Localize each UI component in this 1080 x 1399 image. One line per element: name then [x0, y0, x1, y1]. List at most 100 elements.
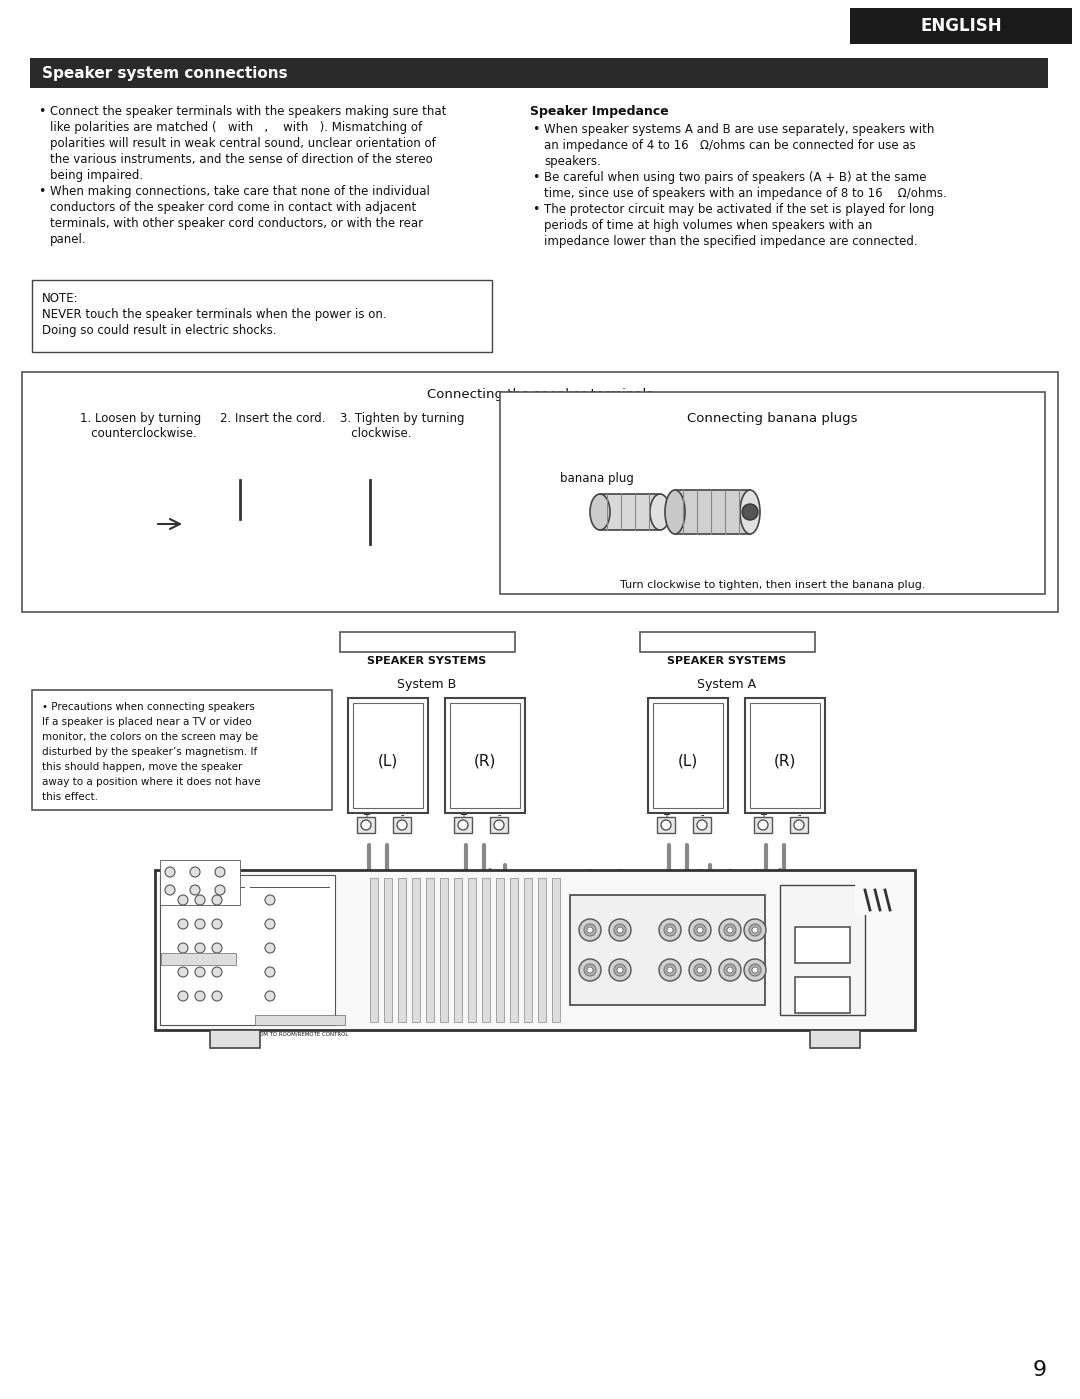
Circle shape: [458, 820, 468, 830]
Bar: [161, 953, 237, 965]
Bar: [357, 817, 375, 832]
Text: banana plug: banana plug: [561, 471, 634, 485]
Text: The protector circuit may be activated if the set is played for long: The protector circuit may be activated i…: [544, 203, 934, 215]
Text: SPEAKER SYSTEMS: SPEAKER SYSTEMS: [667, 656, 786, 666]
FancyArrow shape: [292, 513, 328, 534]
Text: ENGLISH: ENGLISH: [920, 17, 1002, 35]
Bar: [648, 698, 728, 813]
Text: an impedance of 4 to 16   Ω/ohms can be connected for use as: an impedance of 4 to 16 Ω/ohms can be co…: [544, 139, 916, 152]
Circle shape: [165, 886, 175, 895]
Text: speakers.: speakers.: [544, 155, 600, 168]
Circle shape: [178, 919, 188, 929]
Circle shape: [265, 895, 275, 905]
Text: +: +: [459, 810, 467, 820]
Text: time, since use of speakers with an impedance of 8 to 16    Ω/ohms.: time, since use of speakers with an impe…: [544, 187, 947, 200]
Bar: [156, 870, 915, 1030]
Circle shape: [694, 923, 706, 936]
Text: this effect.: this effect.: [42, 792, 98, 802]
Text: -: -: [797, 810, 800, 820]
Text: 1. Loosen by turning: 1. Loosen by turning: [80, 411, 201, 425]
Text: AC 120V 60Hz: AC 120V 60Hz: [802, 902, 841, 908]
Text: +: +: [759, 810, 767, 820]
Circle shape: [588, 967, 593, 972]
Circle shape: [195, 990, 205, 1002]
Circle shape: [667, 928, 673, 933]
Bar: [538, 879, 546, 1023]
Circle shape: [724, 923, 735, 936]
Bar: [160, 874, 335, 1025]
Circle shape: [609, 919, 631, 942]
Bar: [850, 8, 1072, 43]
Bar: [810, 1030, 860, 1048]
Text: CDR/
TAPE: CDR/ TAPE: [232, 990, 247, 1002]
Circle shape: [265, 967, 275, 977]
Circle shape: [109, 508, 121, 519]
Text: SPEAKER SYSTEMS: SPEAKER SYSTEMS: [367, 656, 487, 666]
Text: the various instruments, and the sense of direction of the stereo: the various instruments, and the sense o…: [50, 152, 433, 166]
Text: A: 4~16Ω  B: 8Ω: A: 4~16Ω B: 8Ω: [575, 989, 620, 995]
Circle shape: [659, 958, 681, 981]
Text: monitor, the colors on the screen may be: monitor, the colors on the screen may be: [42, 732, 258, 741]
Circle shape: [697, 967, 703, 972]
Text: TOTAL 120W MAX: TOTAL 120W MAX: [798, 919, 847, 923]
Circle shape: [719, 919, 741, 942]
Text: Speaker system connections: Speaker system connections: [42, 66, 287, 81]
Bar: [524, 879, 532, 1023]
Bar: [353, 704, 423, 809]
FancyArrow shape: [162, 513, 198, 534]
Circle shape: [744, 958, 766, 981]
Text: AC OUTLETS: AC OUTLETS: [798, 893, 847, 900]
Bar: [795, 977, 850, 1013]
Bar: [675, 490, 750, 534]
Text: (R): (R): [474, 753, 496, 768]
Text: •: •: [532, 123, 539, 136]
Text: System B: System B: [397, 679, 457, 691]
Bar: [795, 928, 850, 963]
Text: 2. Insert the cord.: 2. Insert the cord.: [220, 411, 325, 425]
Bar: [22, 372, 1058, 611]
Circle shape: [195, 967, 205, 977]
Circle shape: [697, 820, 707, 830]
Circle shape: [794, 820, 804, 830]
Text: this should happen, move the speaker: this should happen, move the speaker: [42, 762, 242, 772]
Circle shape: [661, 820, 671, 830]
Bar: [32, 690, 332, 810]
Bar: [370, 879, 378, 1023]
Text: disturbed by the speaker’s magnetism. If: disturbed by the speaker’s magnetism. If: [42, 747, 257, 757]
Bar: [750, 704, 820, 809]
Bar: [855, 874, 910, 915]
Circle shape: [617, 928, 623, 933]
Text: ROOM TO ROOM/REMOTE CONTROL: ROOM TO ROOM/REMOTE CONTROL: [252, 1032, 349, 1037]
Circle shape: [215, 867, 225, 877]
Bar: [653, 704, 723, 809]
Circle shape: [165, 867, 175, 877]
Text: VIDEO: VIDEO: [264, 879, 287, 887]
Text: V.AUX: V.AUX: [232, 946, 251, 950]
Bar: [393, 817, 411, 832]
Text: counterclockwise.: counterclockwise.: [80, 427, 197, 441]
Circle shape: [178, 967, 188, 977]
Bar: [570, 895, 765, 1004]
Circle shape: [215, 886, 225, 895]
Circle shape: [750, 923, 761, 936]
Text: conductors of the speaker cord come in contact with adjacent: conductors of the speaker cord come in c…: [50, 201, 416, 214]
Text: 9: 9: [1032, 1360, 1048, 1379]
Text: impedance lower than the specified impedance are connected.: impedance lower than the specified imped…: [544, 235, 918, 248]
Bar: [440, 879, 448, 1023]
Text: NOTE:: NOTE:: [42, 292, 79, 305]
Circle shape: [758, 820, 768, 830]
Bar: [468, 879, 476, 1023]
Bar: [426, 879, 434, 1023]
Text: When speaker systems A and B are use separately, speakers with: When speaker systems A and B are use sep…: [544, 123, 934, 136]
Text: Speaker Impedance: Speaker Impedance: [530, 105, 669, 118]
Text: (R): (R): [773, 753, 796, 768]
Text: CDR/
TAPE: CDR/ TAPE: [280, 990, 296, 1002]
Circle shape: [178, 895, 188, 905]
Text: clockwise.: clockwise.: [340, 427, 411, 441]
Bar: [217, 508, 262, 536]
Text: Connecting the speaker terminals: Connecting the speaker terminals: [427, 388, 653, 402]
Text: away to a position where it does not have: away to a position where it does not hav…: [42, 776, 260, 788]
Text: •: •: [532, 171, 539, 185]
Circle shape: [579, 919, 600, 942]
Circle shape: [659, 919, 681, 942]
